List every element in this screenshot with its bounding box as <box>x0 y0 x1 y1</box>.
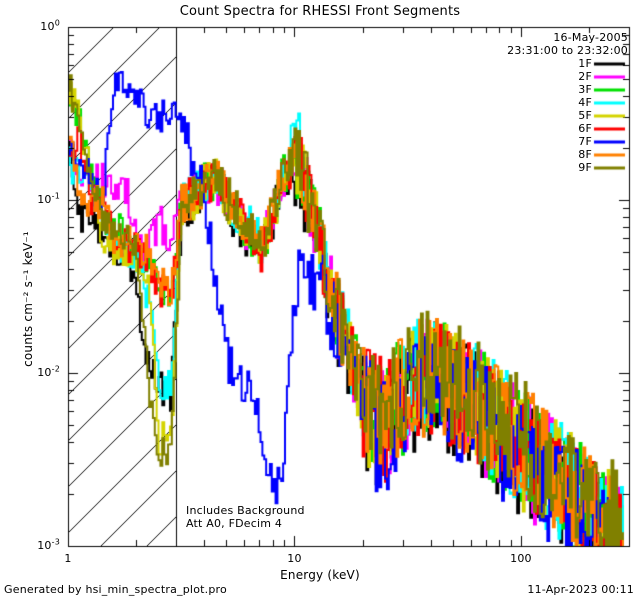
legend-label-6f: 6F <box>578 122 592 135</box>
legend-label-9f: 9F <box>578 161 592 174</box>
footer-timestamp: 11-Apr-2023 00:11 <box>527 583 634 596</box>
legend-label-7f: 7F <box>578 135 592 148</box>
y-tick-label-3: 10-3 <box>37 537 60 552</box>
legend-label-4f: 4F <box>578 96 592 109</box>
y-tick-label-0: 100 <box>40 18 60 33</box>
legend-label-3f: 3F <box>578 83 592 96</box>
footer-generator: Generated by hsi_min_spectra_plot.pro <box>4 583 227 596</box>
page-title: Count Spectra for RHESSI Front Segments <box>179 4 461 19</box>
observation-date: 16-May-2005 <box>553 31 628 44</box>
y-tick-label-2: 10-2 <box>37 364 60 379</box>
legend-label-2f: 2F <box>578 70 592 83</box>
annotation-attenuator: Att A0, FDecim 4 <box>186 517 283 530</box>
annotation-background: Includes Background <box>186 504 305 517</box>
x-tick-label-1: 10 <box>287 552 302 565</box>
legend-label-5f: 5F <box>578 109 592 122</box>
legend-label-1f: 1F <box>578 57 592 70</box>
x-axis-label: Energy (keV) <box>280 568 360 582</box>
x-tick-label-0: 1 <box>64 552 72 565</box>
legend-label-8f: 8F <box>578 148 592 161</box>
x-tick-label-2: 100 <box>510 552 532 565</box>
y-tick-label-1: 10-1 <box>37 191 60 206</box>
observation-interval: 23:31:00 to 23:32:00 <box>507 44 628 57</box>
